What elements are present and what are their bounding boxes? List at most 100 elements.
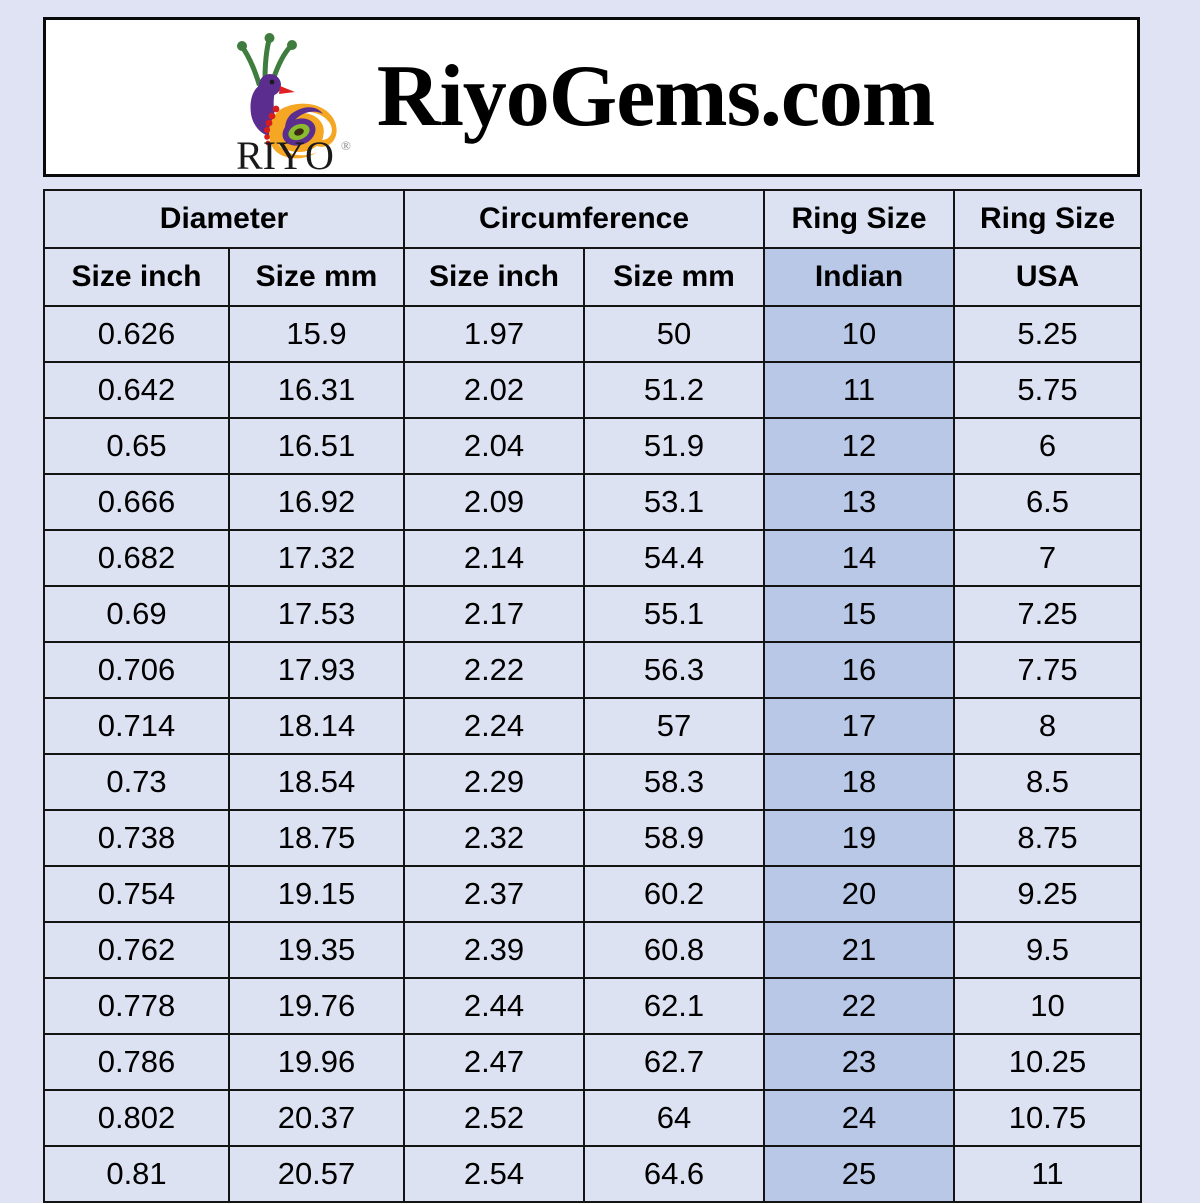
table-cell: 57 <box>583 697 765 755</box>
table-row: 0.682 17.32 2.14 54.4 14 7 <box>43 529 1142 587</box>
table-head: Diameter Circumference Ring Size Ring Si… <box>43 189 1142 307</box>
brand-wordmark: RiyoGems.com <box>376 48 935 145</box>
table-cell: 6.5 <box>953 473 1142 531</box>
table-cell: 25 <box>763 1145 955 1203</box>
table-cell: 2.44 <box>403 977 585 1035</box>
table-cell: 2.47 <box>403 1033 585 1091</box>
table-cell: 0.762 <box>43 921 230 979</box>
table-cell: 10.25 <box>953 1033 1142 1091</box>
table-cell: 0.69 <box>43 585 230 643</box>
group-header-diameter: Diameter <box>43 189 405 249</box>
table-cell: 56.3 <box>583 641 765 699</box>
sub-header-indian: Indian <box>763 247 955 307</box>
table-cell: 10.75 <box>953 1089 1142 1147</box>
table-row: 0.762 19.35 2.39 60.8 21 9.5 <box>43 921 1142 979</box>
group-header-row: Diameter Circumference Ring Size Ring Si… <box>43 189 1142 249</box>
ring-size-table: Diameter Circumference Ring Size Ring Si… <box>43 189 1142 1203</box>
table-cell: 53.1 <box>583 473 765 531</box>
table-row: 0.73 18.54 2.29 58.3 18 8.5 <box>43 753 1142 811</box>
table-cell: 51.9 <box>583 417 765 475</box>
table-cell: 9.25 <box>953 865 1142 923</box>
table-cell: 7.75 <box>953 641 1142 699</box>
table-cell: 5.25 <box>953 305 1142 363</box>
table-row: 0.626 15.9 1.97 50 10 5.25 <box>43 305 1142 363</box>
table-cell: 16.51 <box>228 417 405 475</box>
table-row: 0.65 16.51 2.04 51.9 12 6 <box>43 417 1142 475</box>
table-cell: 0.65 <box>43 417 230 475</box>
table-cell: 2.09 <box>403 473 585 531</box>
table-row: 0.706 17.93 2.22 56.3 16 7.75 <box>43 641 1142 699</box>
table-cell: 60.2 <box>583 865 765 923</box>
table-cell: 0.738 <box>43 809 230 867</box>
table-cell: 18.54 <box>228 753 405 811</box>
table-cell: 23 <box>763 1033 955 1091</box>
table-cell: 17.53 <box>228 585 405 643</box>
table-cell: 2.39 <box>403 921 585 979</box>
table-cell: 2.17 <box>403 585 585 643</box>
table-cell: 60.8 <box>583 921 765 979</box>
table-cell: 0.642 <box>43 361 230 419</box>
table-row: 0.802 20.37 2.52 64 24 10.75 <box>43 1089 1142 1147</box>
table-row: 0.738 18.75 2.32 58.9 19 8.75 <box>43 809 1142 867</box>
table-cell: 18 <box>763 753 955 811</box>
sub-header-circumference-mm: Size mm <box>583 247 765 307</box>
table-cell: 17.32 <box>228 529 405 587</box>
table-cell: 55.1 <box>583 585 765 643</box>
logo-banner: RIYO ® RiyoGems.com <box>43 17 1140 177</box>
group-header-ring-size-indian: Ring Size <box>763 189 955 249</box>
table-cell: 12 <box>763 417 955 475</box>
table-cell: 0.73 <box>43 753 230 811</box>
table-cell: 13 <box>763 473 955 531</box>
table-cell: 8.75 <box>953 809 1142 867</box>
table-cell: 0.786 <box>43 1033 230 1091</box>
table-cell: 2.29 <box>403 753 585 811</box>
logo-registered-trademark-icon: ® <box>341 138 351 153</box>
group-header-circumference: Circumference <box>403 189 765 249</box>
table-cell: 50 <box>583 305 765 363</box>
table-row: 0.754 19.15 2.37 60.2 20 9.25 <box>43 865 1142 923</box>
sub-header-row: Size inch Size mm Size inch Size mm Indi… <box>43 247 1142 307</box>
table-cell: 2.22 <box>403 641 585 699</box>
table-cell: 64.6 <box>583 1145 765 1203</box>
table-cell: 2.37 <box>403 865 585 923</box>
table-cell: 58.3 <box>583 753 765 811</box>
table-cell: 7.25 <box>953 585 1142 643</box>
logo-riyo-text: RIYO <box>236 133 334 172</box>
table-cell: 16.92 <box>228 473 405 531</box>
table-cell: 11 <box>953 1145 1142 1203</box>
table-cell: 2.14 <box>403 529 585 587</box>
table-cell: 10 <box>953 977 1142 1035</box>
table-row: 0.778 19.76 2.44 62.1 22 10 <box>43 977 1142 1035</box>
table-row: 0.81 20.57 2.54 64.6 25 11 <box>43 1145 1142 1203</box>
peacock-paisley-logo-icon: RIYO ® <box>213 22 363 172</box>
table-cell: 9.5 <box>953 921 1142 979</box>
table-row: 0.642 16.31 2.02 51.2 11 5.75 <box>43 361 1142 419</box>
table-cell: 2.04 <box>403 417 585 475</box>
table-cell: 0.666 <box>43 473 230 531</box>
table-cell: 8.5 <box>953 753 1142 811</box>
table-cell: 14 <box>763 529 955 587</box>
table-cell: 58.9 <box>583 809 765 867</box>
table-cell: 0.714 <box>43 697 230 755</box>
sub-header-diameter-inch: Size inch <box>43 247 230 307</box>
table-cell: 20 <box>763 865 955 923</box>
table-cell: 18.75 <box>228 809 405 867</box>
table-cell: 2.54 <box>403 1145 585 1203</box>
sub-header-circumference-inch: Size inch <box>403 247 585 307</box>
group-header-ring-size-usa: Ring Size <box>953 189 1142 249</box>
table-cell: 0.81 <box>43 1145 230 1203</box>
table-cell: 64 <box>583 1089 765 1147</box>
table-cell: 8 <box>953 697 1142 755</box>
table-cell: 0.682 <box>43 529 230 587</box>
table-body: 0.626 15.9 1.97 50 10 5.25 0.642 16.31 2.02 51.2 1… <box>43 305 1142 1203</box>
table-cell: 16 <box>763 641 955 699</box>
table-row: 0.786 19.96 2.47 62.7 23 10.25 <box>43 1033 1142 1091</box>
table-cell: 5.75 <box>953 361 1142 419</box>
table-cell: 0.778 <box>43 977 230 1035</box>
table-cell: 0.802 <box>43 1089 230 1147</box>
table-cell: 7 <box>953 529 1142 587</box>
table-cell: 62.7 <box>583 1033 765 1091</box>
table-cell: 2.52 <box>403 1089 585 1147</box>
table-row: 0.69 17.53 2.17 55.1 15 7.25 <box>43 585 1142 643</box>
sub-header-diameter-mm: Size mm <box>228 247 405 307</box>
